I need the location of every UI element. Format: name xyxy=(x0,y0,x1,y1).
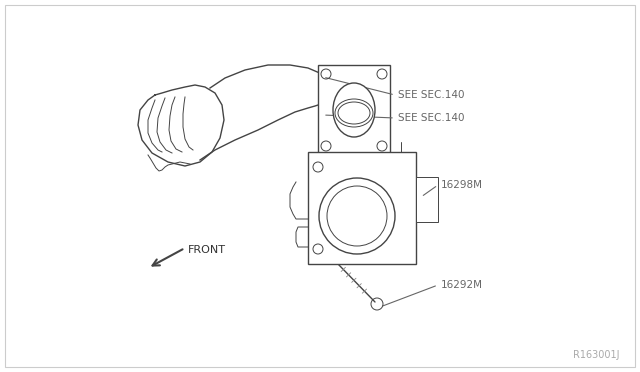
Text: FRONT: FRONT xyxy=(188,245,226,255)
Text: SEE SEC.140: SEE SEC.140 xyxy=(398,90,465,100)
Text: 16298M: 16298M xyxy=(441,180,483,190)
Ellipse shape xyxy=(333,83,375,137)
Text: R163001J: R163001J xyxy=(573,350,620,360)
Bar xyxy=(416,177,438,222)
Bar xyxy=(308,152,416,264)
Bar xyxy=(318,65,390,155)
Text: SEE SEC.140: SEE SEC.140 xyxy=(398,113,465,123)
Text: 16292M: 16292M xyxy=(441,280,483,290)
